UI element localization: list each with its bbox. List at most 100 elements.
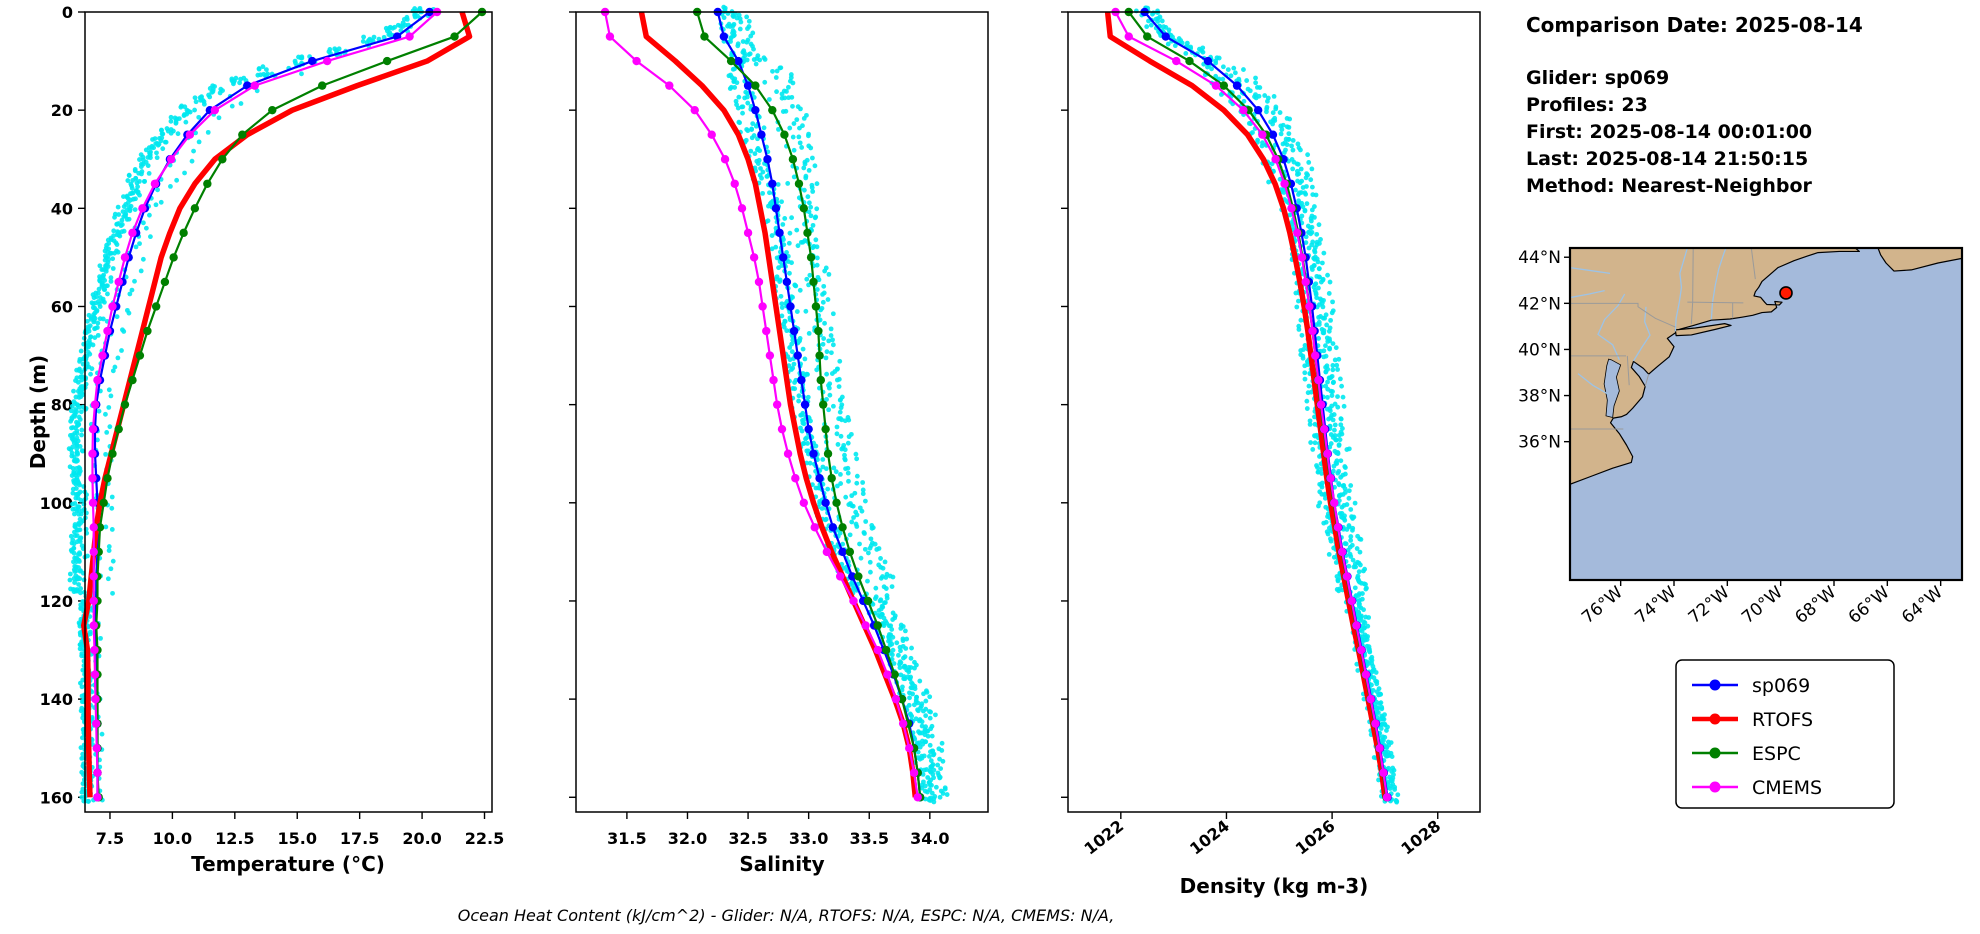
temperature-axis-label: Temperature (°C) bbox=[191, 852, 385, 876]
scatter-glider-raw-points bbox=[66, 5, 436, 804]
legend-label-ESPC: ESPC bbox=[1752, 743, 1801, 765]
series-line-sp069 bbox=[1143, 11, 1389, 798]
map-river bbox=[1710, 248, 1727, 320]
depth-axis-label: Depth (m) bbox=[26, 354, 50, 470]
map-lat-tick-label: 44°N bbox=[1518, 248, 1561, 268]
map-lat-tick-label: 38°N bbox=[1518, 387, 1561, 407]
map-lat-tick-label: 40°N bbox=[1518, 340, 1561, 360]
legend-label-RTOFS: RTOFS bbox=[1752, 709, 1813, 731]
map-lon-tick-label: 68°W bbox=[1791, 582, 1840, 628]
series-line-CMEMS bbox=[604, 11, 919, 798]
x-tick-label: 12.5 bbox=[215, 829, 254, 848]
map-lat-tick-label: 42°N bbox=[1518, 294, 1561, 314]
series-RTOFS bbox=[638, 11, 919, 798]
x-tick-label: 1022 bbox=[1080, 816, 1127, 858]
series-line-RTOFS bbox=[638, 11, 919, 798]
map-lon-tick-label: 72°W bbox=[1685, 582, 1734, 628]
glider-name-text: Glider: sp069 bbox=[1526, 67, 1670, 89]
map-frame bbox=[1568, 246, 1964, 582]
panel-frame bbox=[575, 11, 989, 813]
map-state-border bbox=[1750, 248, 1756, 280]
legend-box bbox=[1675, 659, 1895, 809]
legend-marker-sp069 bbox=[1709, 679, 1721, 691]
series-line-RTOFS bbox=[81, 11, 473, 798]
depth-tick-label: 120 bbox=[40, 592, 73, 611]
depth-tick-label: 0 bbox=[62, 3, 73, 22]
series-line-sp069 bbox=[93, 11, 431, 798]
glider-position-marker bbox=[1779, 286, 1793, 300]
map-lon-tick-label: 70°W bbox=[1738, 582, 1787, 628]
series-RTOFS bbox=[81, 11, 473, 798]
series-sp069 bbox=[1140, 7, 1392, 802]
x-tick-label: 33.5 bbox=[850, 829, 889, 848]
map-land-nova-scotia bbox=[1877, 248, 1962, 272]
map-lon-tick-label: 74°W bbox=[1631, 582, 1680, 628]
x-tick-label: 34.0 bbox=[910, 829, 949, 848]
series-sp069 bbox=[713, 7, 925, 802]
map-land-long-island bbox=[1674, 323, 1732, 337]
method-text: Method: Nearest-Neighbor bbox=[1526, 175, 1812, 197]
x-tick-label: 1024 bbox=[1186, 816, 1233, 858]
series-line-CMEMS bbox=[1114, 11, 1389, 798]
panel-frame bbox=[1067, 11, 1481, 813]
depth-tick-label: 40 bbox=[51, 199, 73, 218]
x-tick-label: 17.5 bbox=[340, 829, 379, 848]
map-river bbox=[1570, 290, 1605, 299]
legend: sp069 RTOFS ESPC CMEMS bbox=[1675, 659, 1895, 809]
map-lon-tick-label: 64°W bbox=[1898, 582, 1947, 628]
depth-tick-label: 80 bbox=[51, 396, 73, 415]
panel-temperature: 0 20 40 60 80 100 120 140 160 7.5 10.0 12.5 15.0 17.5… bbox=[40, 3, 505, 848]
map-lon-tick-label: 76°W bbox=[1578, 582, 1627, 628]
ocean-heat-content-caption: Ocean Heat Content (kJ/cm^2) - Glider: N… bbox=[457, 906, 1115, 925]
map-river bbox=[1674, 248, 1688, 332]
series-CMEMS bbox=[88, 7, 442, 802]
panel-salinity: 31.5 32.0 32.5 33.0 33.5 34.0 bbox=[569, 4, 989, 848]
depth-tick-label: 140 bbox=[40, 690, 73, 709]
scatter-glider-raw-points bbox=[718, 4, 950, 805]
legend-marker-ESPC bbox=[1709, 747, 1721, 759]
map-land-mainland bbox=[1570, 248, 1860, 485]
profiles-count-text: Profiles: 23 bbox=[1526, 94, 1648, 116]
map-state-border bbox=[1626, 355, 1630, 386]
x-tick-label: 22.5 bbox=[465, 829, 504, 848]
first-profile-text: First: 2025-08-14 00:01:00 bbox=[1526, 121, 1813, 143]
depth-tick-label: 60 bbox=[51, 297, 73, 316]
depth-tick-label: 20 bbox=[51, 101, 73, 120]
depth-tick-label: 160 bbox=[40, 788, 73, 807]
panel-frame bbox=[84, 11, 493, 813]
x-tick-label: 20.0 bbox=[402, 829, 441, 848]
series-ESPC bbox=[692, 7, 925, 802]
map-lat-tick-label: 36°N bbox=[1518, 433, 1561, 453]
map-state-border bbox=[1687, 301, 1744, 304]
series-ESPC bbox=[92, 7, 487, 802]
map-state-border bbox=[1570, 302, 1676, 328]
map-river bbox=[1577, 373, 1609, 395]
map-lon-tick-label: 66°W bbox=[1845, 582, 1894, 628]
x-tick-label: 15.0 bbox=[277, 829, 316, 848]
legend-marker-RTOFS bbox=[1709, 713, 1721, 725]
panel-density: 1022 1024 1026 1028 bbox=[1061, 5, 1481, 859]
map-state-border bbox=[1644, 373, 1650, 387]
series-CMEMS bbox=[1111, 7, 1392, 802]
series-CMEMS bbox=[600, 7, 922, 802]
info-block: Comparison Date: 2025-08-14 Glider: sp06… bbox=[1526, 12, 1863, 200]
map-river bbox=[1632, 306, 1651, 362]
x-tick-label: 33.0 bbox=[789, 829, 828, 848]
map-water-chesapeake-bay bbox=[1603, 358, 1622, 418]
x-tick-label: 32.5 bbox=[728, 829, 767, 848]
series-line-CMEMS bbox=[91, 11, 438, 798]
x-tick-label: 1026 bbox=[1292, 816, 1339, 858]
map-inset: 44°N 42°N 40°N 38°N 36°N 76°W 74°W 72°W 70°W 68°W… bbox=[1518, 246, 1964, 628]
x-tick-label: 10.0 bbox=[153, 829, 192, 848]
depth-tick-label: 100 bbox=[40, 494, 73, 513]
last-profile-text: Last: 2025-08-14 21:50:15 bbox=[1526, 148, 1809, 170]
map-river bbox=[1570, 266, 1611, 275]
x-tick-label: 32.0 bbox=[668, 829, 707, 848]
comparison-date-text: Comparison Date: 2025-08-14 bbox=[1526, 13, 1863, 37]
legend-label-sp069: sp069 bbox=[1752, 675, 1810, 697]
legend-marker-CMEMS bbox=[1709, 781, 1721, 793]
x-tick-label: 1028 bbox=[1397, 816, 1444, 858]
density-axis-label: Density (kg m-3) bbox=[1179, 874, 1369, 898]
